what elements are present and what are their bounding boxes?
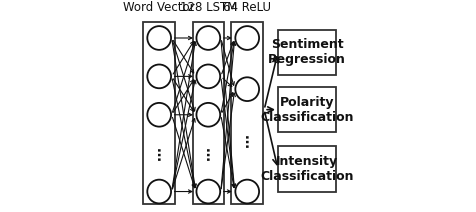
Circle shape (197, 64, 220, 88)
Bar (143, 22, 175, 204)
Circle shape (235, 26, 259, 50)
Text: ⋯: ⋯ (240, 133, 254, 147)
Text: Polarity
Classification: Polarity Classification (260, 96, 354, 124)
Circle shape (197, 180, 220, 203)
Bar (278, 30, 336, 75)
Bar (278, 87, 336, 132)
Circle shape (197, 26, 220, 50)
Text: Sentiment
Regression: Sentiment Regression (268, 38, 346, 66)
Circle shape (197, 103, 220, 127)
Circle shape (147, 64, 171, 88)
Text: 128 LSTM: 128 LSTM (179, 1, 237, 14)
Bar (231, 22, 263, 204)
Bar (278, 146, 336, 191)
Circle shape (147, 26, 171, 50)
Circle shape (235, 77, 259, 101)
Circle shape (235, 180, 259, 203)
Circle shape (147, 103, 171, 127)
Bar (193, 22, 224, 204)
Text: Word Vector: Word Vector (123, 1, 195, 14)
Circle shape (147, 180, 171, 203)
Text: ⋯: ⋯ (201, 146, 215, 160)
Text: 64 ReLU: 64 ReLU (223, 1, 271, 14)
Text: Intensity
Classification: Intensity Classification (260, 155, 354, 183)
Text: ⋯: ⋯ (152, 146, 166, 160)
